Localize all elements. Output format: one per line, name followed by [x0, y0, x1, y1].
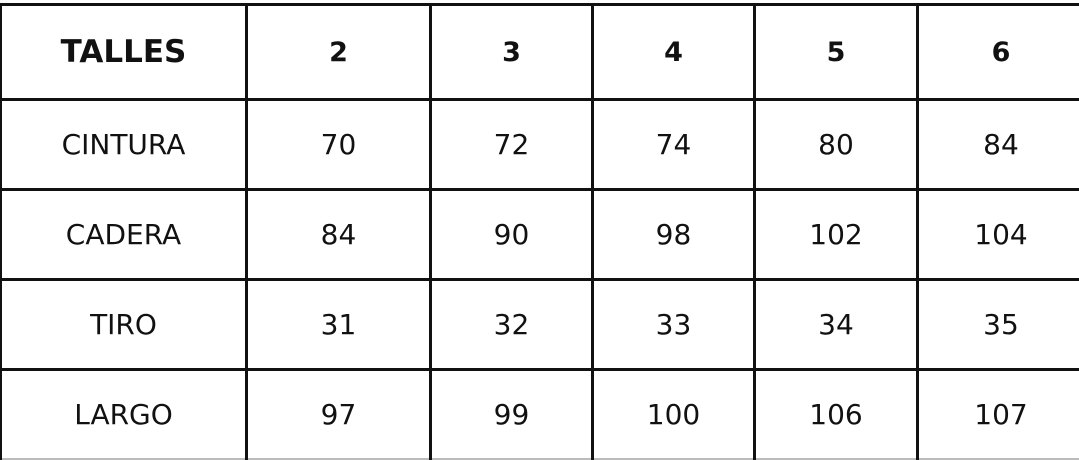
- cell: 33: [593, 280, 755, 370]
- cell: 74: [593, 100, 755, 190]
- cell: 97: [247, 370, 431, 460]
- cell: 34: [755, 280, 918, 370]
- cell: 31: [247, 280, 431, 370]
- cell: 84: [918, 100, 1079, 190]
- row-label: LARGO: [1, 370, 247, 460]
- header-row: TALLES 2 3 4 5 6: [1, 5, 1079, 100]
- header-size: 5: [755, 5, 918, 100]
- cell: 80: [755, 100, 918, 190]
- cell: 72: [431, 100, 593, 190]
- header-size: 6: [918, 5, 1079, 100]
- table-row: TIRO 31 32 33 34 35: [1, 280, 1079, 370]
- cell: 35: [918, 280, 1079, 370]
- cell: 106: [755, 370, 918, 460]
- table-row: CINTURA 70 72 74 80 84: [1, 100, 1079, 190]
- cell: 104: [918, 190, 1079, 280]
- row-label: CINTURA: [1, 100, 247, 190]
- cell: 84: [247, 190, 431, 280]
- table-row: CADERA 84 90 98 102 104: [1, 190, 1079, 280]
- cell: 102: [755, 190, 918, 280]
- header-talles: TALLES: [1, 5, 247, 100]
- header-size: 2: [247, 5, 431, 100]
- cell: 90: [431, 190, 593, 280]
- cell: 99: [431, 370, 593, 460]
- row-label: CADERA: [1, 190, 247, 280]
- cell: 107: [918, 370, 1079, 460]
- table-row: LARGO 97 99 100 106 107: [1, 370, 1079, 460]
- cell: 32: [431, 280, 593, 370]
- size-chart-table: TALLES 2 3 4 5 6 CINTURA 70 72 74 80 84 …: [0, 3, 1079, 460]
- cell: 100: [593, 370, 755, 460]
- cell: 70: [247, 100, 431, 190]
- header-size: 4: [593, 5, 755, 100]
- header-size: 3: [431, 5, 593, 100]
- cell: 98: [593, 190, 755, 280]
- row-label: TIRO: [1, 280, 247, 370]
